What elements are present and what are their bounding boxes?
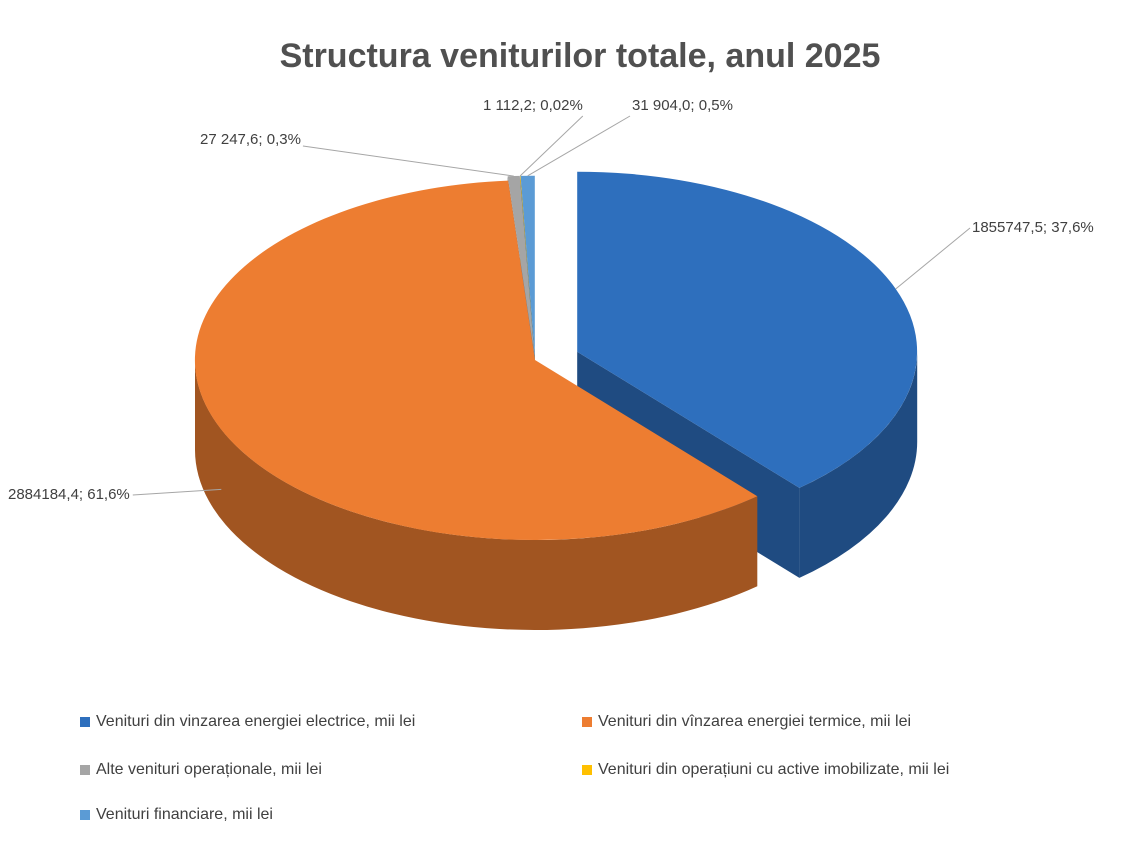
legend-swatch <box>80 765 90 775</box>
slice-side <box>194 360 758 631</box>
legend-label: Venituri din operațiuni cu active imobil… <box>598 761 949 778</box>
slice-side <box>799 351 918 578</box>
legend-label: Venituri financiare, mii lei <box>96 806 273 823</box>
slice <box>507 175 535 356</box>
legend-swatch <box>80 717 90 727</box>
leader-line <box>519 115 584 177</box>
leader-line <box>895 227 971 290</box>
leader-line <box>132 488 222 496</box>
legend-swatch <box>582 765 592 775</box>
data-label: 2884184,4; 61,6% <box>8 486 130 503</box>
chart-title: Structura veniturilor totale, anul 2025 <box>280 37 881 75</box>
slice <box>577 171 918 488</box>
slice <box>520 175 535 356</box>
legend-swatch <box>582 717 592 727</box>
slice <box>194 180 758 541</box>
legend-label: Alte venituri operaționale, mii lei <box>96 761 322 778</box>
data-label: 1855747,5; 37,6% <box>972 219 1094 236</box>
legend-label: Venituri din vînzarea energiei termice, … <box>598 713 911 730</box>
data-label: 1 112,2; 0,02% <box>483 97 583 114</box>
leader-line <box>527 115 631 177</box>
pie-tops <box>194 171 918 541</box>
data-label: 27 247,6; 0,3% <box>200 131 301 148</box>
leader-line <box>302 145 514 177</box>
legend-label: Venituri din vinzarea energiei electrice… <box>96 713 415 730</box>
data-label: 31 904,0; 0,5% <box>632 97 733 114</box>
slice <box>520 175 535 356</box>
legend-swatch <box>80 810 90 820</box>
